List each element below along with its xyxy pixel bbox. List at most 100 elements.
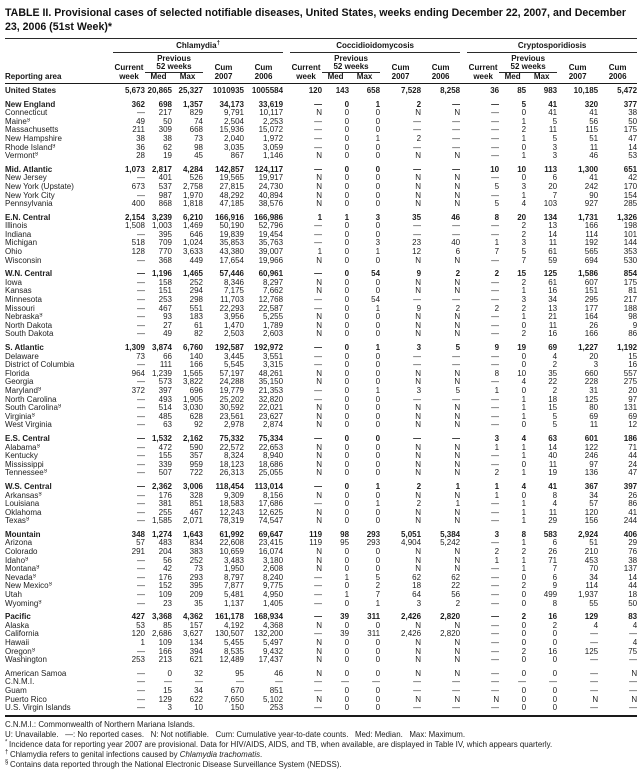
cell: 0 [344,134,350,143]
cell: 24 [628,460,638,469]
column-gap [283,370,290,379]
cell: 47 [628,469,638,478]
row-label: Alabama§ [5,443,40,452]
cell: 42 [163,565,172,574]
group-header-coccidioidomycosis: Coccidioidomycosis [290,38,461,53]
cell: 3,633 [182,248,203,257]
cell: 113,014 [254,481,284,491]
cell: N [415,639,422,647]
column-gap [283,209,290,223]
cell: 35 [194,599,203,608]
footnote-marker: § [26,117,31,123]
cell: 2,040 [223,134,244,143]
cell: 12,768 [258,296,284,305]
cell: 70 [589,565,599,574]
cell: 19,565 [219,174,244,183]
table-row: Wyoming§ — 23 35 1,137 1,405 — 0 1 3 2 — 0 8 55 50 [5,600,637,609]
cell: 22,293 [219,304,244,313]
cell: 32 [194,668,203,678]
cell: 0 [344,412,350,421]
cell: N [454,556,461,565]
cell: N [454,412,461,421]
cell: 0 [344,296,350,305]
cell: 23,415 [258,539,284,548]
table-row: Arkansas§ — 176 328 9,309 8,156 N 0 0 N N 1 0 8 34 26 [5,492,637,501]
cell: 5,242 [440,539,461,548]
cell: 2 [455,304,461,313]
table-row: Idaho§ — 56 252 3,483 3,180 N 0 0 N N 1 1 71 453 38 [5,557,637,566]
cell: 4,192 [223,621,244,630]
cell: 0 [344,433,350,443]
cell: 3,368 [151,612,172,622]
cell: 12,625 [258,508,284,517]
column-gap [460,322,467,331]
row-label: Pacific [5,612,31,622]
table-row: Louisiana — 381 851 18,583 17,686 — 0 1 2 1 — 1 4 57 86 [5,500,637,509]
cell: 0 [344,164,350,174]
table-row: American Samoa — 0 32 95 46 N 0 0 N N — 0 0 — N [5,665,637,679]
cell: 49 [136,117,145,126]
cell: N [316,330,323,339]
footnote-marker: § [25,517,30,522]
cell: 8 [521,529,527,539]
cell: N [454,621,461,630]
cell: N [316,656,323,665]
column-gap [283,582,290,591]
cell: 1 [375,134,381,143]
footnote-marker: § [39,313,43,318]
cell: 5 [521,248,527,257]
row-label: Louisiana [5,500,40,509]
cell: 7,650 [223,695,244,704]
cell: 5 [494,200,500,209]
cell: 61 [548,278,558,287]
cell: 246 [584,452,599,461]
cell: — [314,678,323,687]
cell: 709 [158,239,172,248]
column-gap [460,313,467,322]
cell: 228 [584,378,599,387]
cell: 114 [585,582,599,591]
cell: 2 [494,548,500,557]
cell: 47 [628,134,638,143]
cell: 90 [589,191,599,200]
max-label: Max [526,72,558,85]
footnote-marker: § [48,582,52,587]
cell: 372 [131,386,145,395]
cell: 1 [344,212,350,222]
column-gap [283,144,290,153]
cell: — [137,278,145,287]
cell: N [415,668,422,678]
cell: 9 [552,582,558,591]
cell: 0 [375,191,381,200]
row-label: Massachusetts [5,126,59,135]
cell: 158 [158,278,172,287]
cell: 0 [344,369,350,378]
cell: 0 [375,460,381,469]
cell: 0 [521,321,527,330]
cell: 0 [344,452,350,461]
column-gap [283,622,290,631]
cell: 5 [521,99,527,109]
cell: 868 [158,200,172,209]
cell: N [316,639,323,647]
row-label: Idaho§ [5,556,29,565]
cell: 15 [163,686,172,695]
cell: 38,576 [258,200,284,209]
cell: N [316,321,323,330]
cell: 168,934 [254,612,284,622]
cell: 0 [375,668,381,678]
cell: 12 [628,421,638,430]
column-gap [283,135,290,144]
cell: 0 [344,556,350,565]
cell: 85 [163,621,172,630]
cell: — [491,352,500,361]
cell: 50 [163,117,172,126]
cell: — [491,412,500,421]
cell: — [491,612,500,622]
cell: N [454,656,461,665]
table-row: Maryland§ 372 397 696 19,779 21,353 — 0 1 3 5 1 0 2 31… [5,387,637,396]
cell: 397 [158,386,172,395]
cell: 27,815 [219,182,244,191]
cell: 5 [552,117,558,126]
cell: 69 [589,412,599,421]
